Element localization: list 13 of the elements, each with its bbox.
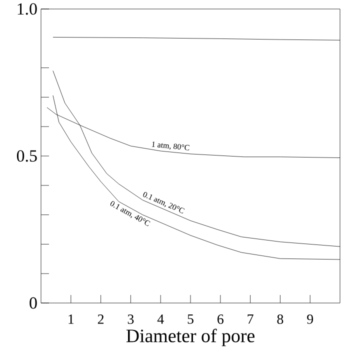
y-tick-label: 0.5 [16,150,37,162]
x-tick-label: 9 [307,314,314,324]
y-tick-label: 0 [30,297,37,309]
x-tick-label: 4 [157,314,164,324]
x-tick-label: 7 [248,314,254,324]
x-tick-label: 3 [128,314,134,324]
x-tick-label: 8 [277,314,284,324]
x-tick-label: 2 [98,314,104,324]
y-tick-label: 1.0 [18,3,37,15]
x-tick-label: 6 [218,314,224,324]
x-tick-label: 1 [68,314,74,324]
x-tick-label: 5 [188,314,194,324]
x-axis-title: Diameter of pore [126,328,254,346]
